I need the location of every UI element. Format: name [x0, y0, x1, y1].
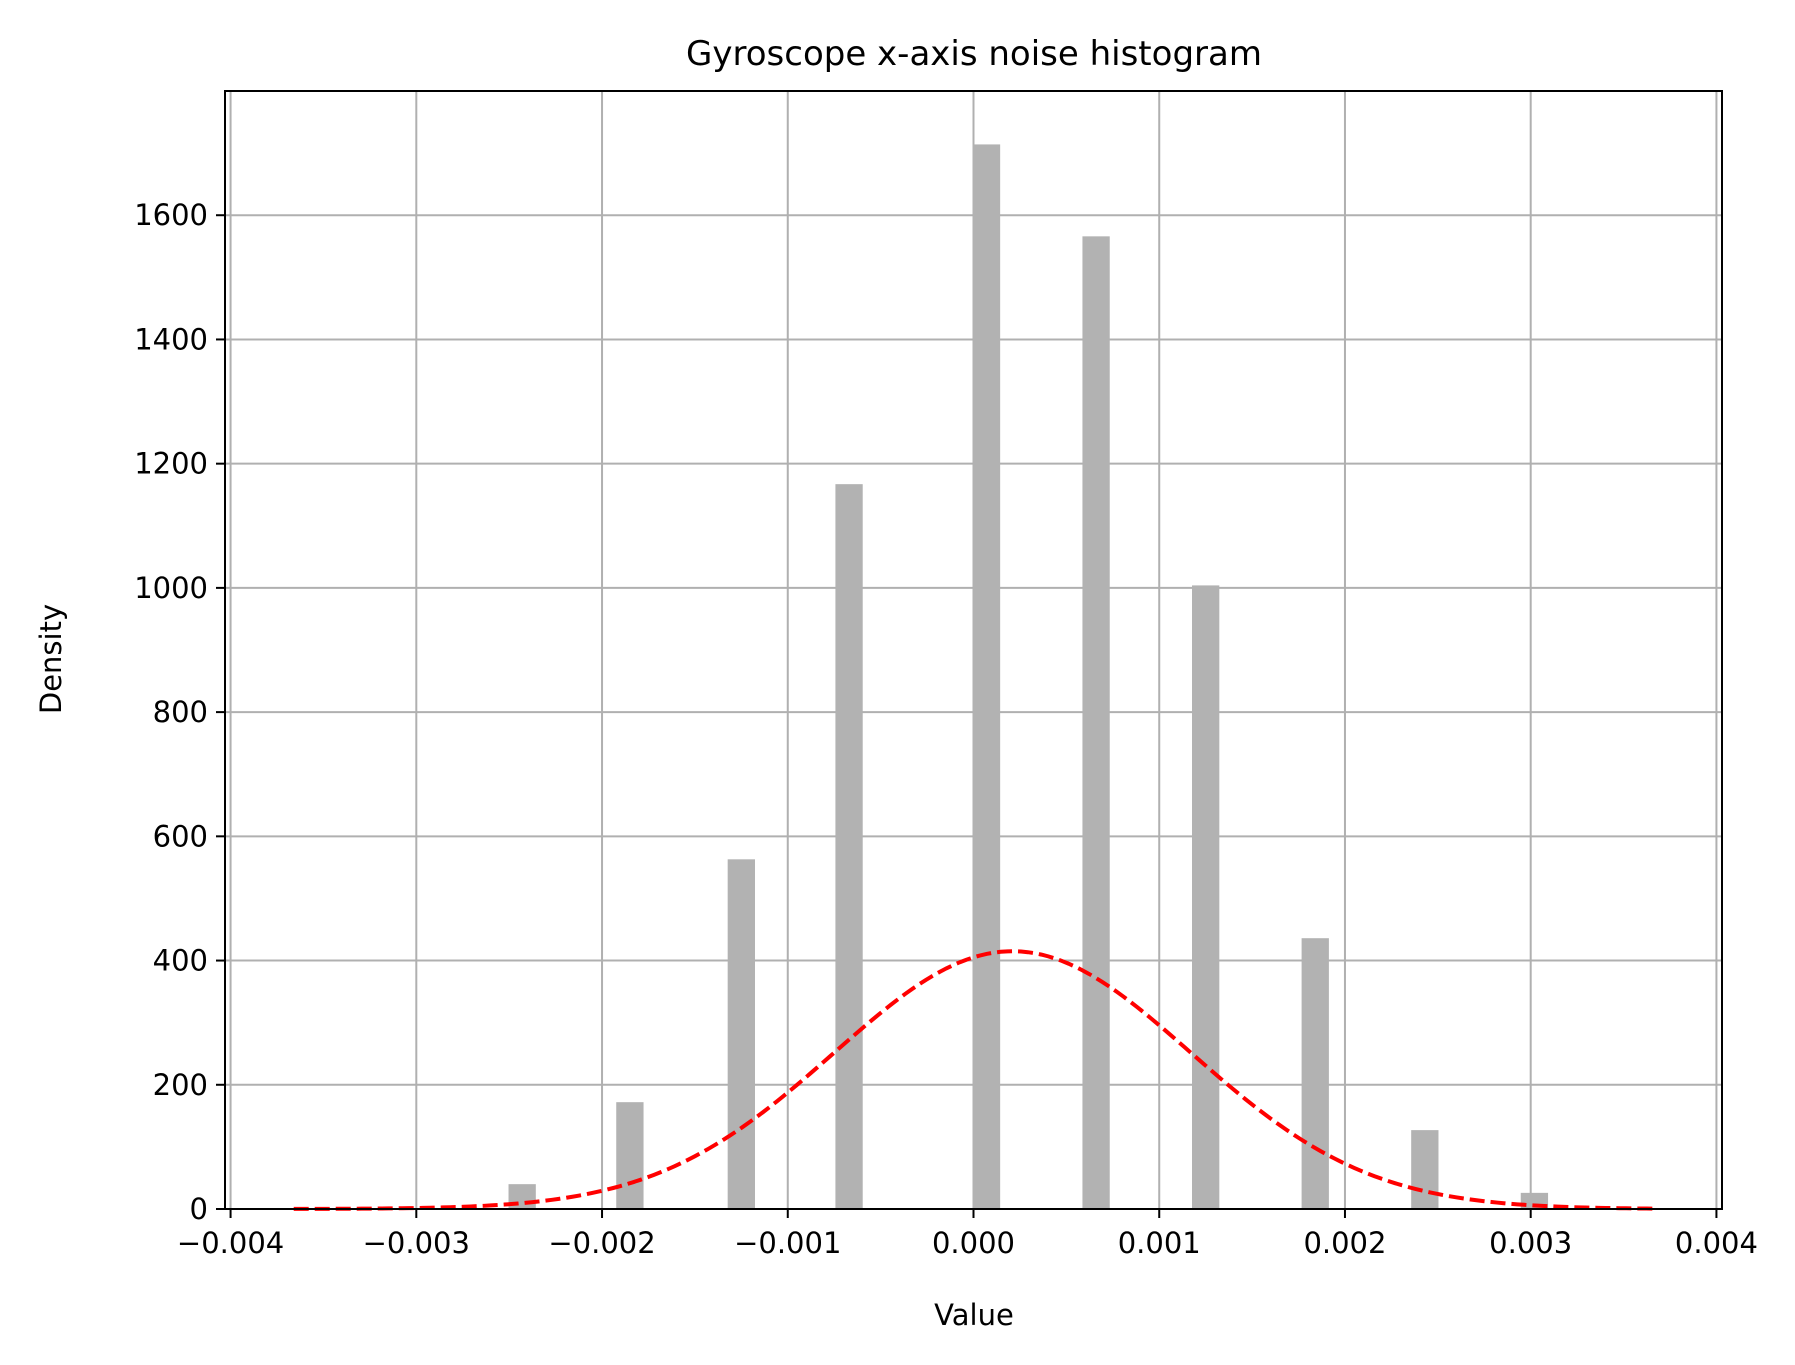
y-tick-label: 1000: [134, 571, 208, 605]
histogram-bar: [1082, 236, 1110, 1210]
x-tick-label: −0.003: [363, 1226, 470, 1260]
histogram-bar: [1301, 938, 1329, 1209]
y-tick-label: 1400: [134, 322, 208, 356]
histogram-bar: [727, 859, 755, 1209]
tick-labels: −0.004 −0.003 −0.002 −0.001 0.000 0.001 0.002 0…: [134, 198, 1758, 1260]
y-tick-label: 0: [190, 1192, 208, 1226]
y-axis-label: Density: [34, 604, 68, 714]
x-tick-label: 0.001: [1118, 1226, 1201, 1260]
histogram-bar: [1192, 585, 1220, 1209]
histogram-bar: [1411, 1130, 1439, 1209]
histogram-bar: [972, 144, 1001, 1210]
y-tick-label: 200: [153, 1068, 208, 1102]
y-tick-label: 1600: [134, 198, 208, 232]
x-tick-label: 0.002: [1303, 1226, 1386, 1260]
y-tick-label: 600: [153, 819, 208, 853]
y-tick-label: 1200: [134, 447, 208, 481]
x-tick-label: −0.004: [177, 1226, 284, 1260]
y-tick-label: 800: [153, 695, 208, 729]
x-tick-label: −0.002: [548, 1226, 655, 1260]
histogram-bar: [616, 1102, 644, 1209]
chart-title: Gyroscope x-axis noise histogram: [686, 34, 1262, 74]
y-tick-label: 400: [153, 944, 208, 978]
x-tick-label: 0.004: [1675, 1226, 1758, 1260]
x-axis-label: Value: [934, 1298, 1014, 1332]
x-tick-label: 0.003: [1489, 1226, 1572, 1260]
x-tick-label: −0.001: [734, 1226, 841, 1260]
histogram-bars: [508, 144, 1549, 1210]
histogram-bar: [835, 484, 863, 1209]
x-tick-label: 0.000: [932, 1226, 1015, 1260]
